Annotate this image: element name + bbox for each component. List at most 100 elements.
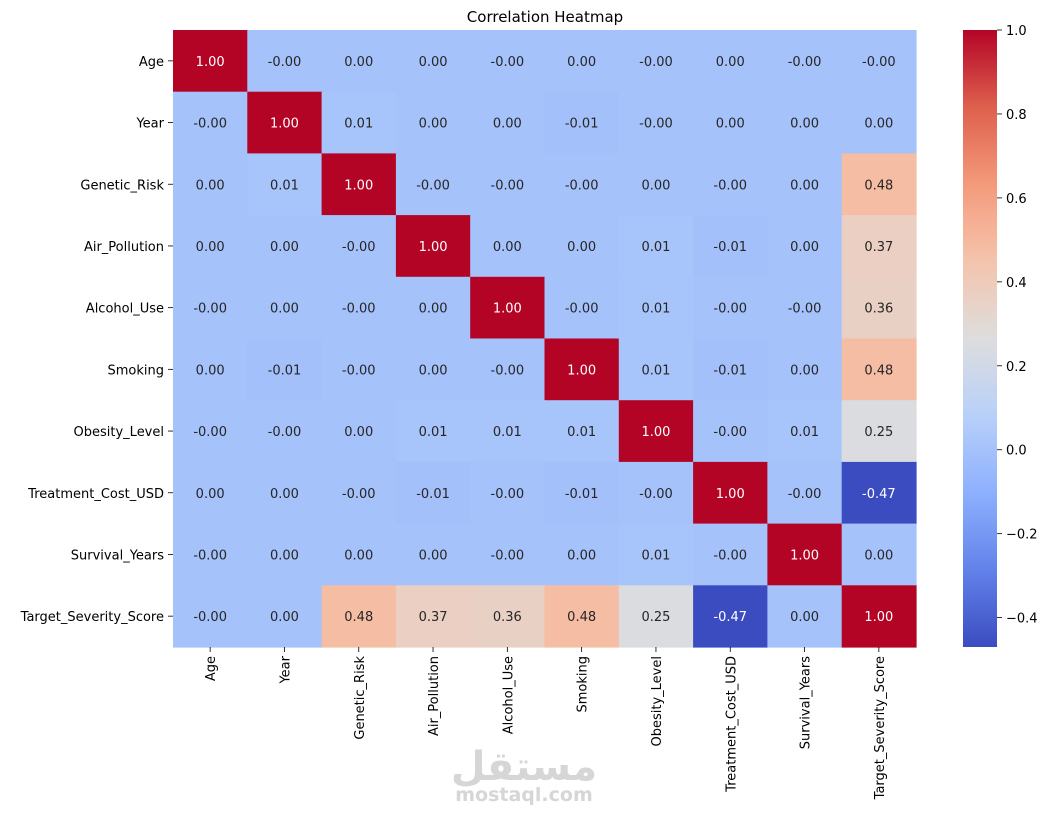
heatmap-cell bbox=[395, 91, 471, 154]
cell-value-label: 0.00 bbox=[419, 55, 448, 70]
heatmap-cell bbox=[470, 91, 546, 154]
heatmap-cell bbox=[321, 91, 397, 154]
heatmap-cell bbox=[841, 338, 917, 401]
heatmap-cell bbox=[767, 400, 843, 463]
row-label: Air_Pollution bbox=[84, 240, 164, 255]
heatmap-cell bbox=[841, 153, 917, 216]
row-label: Alcohol_Use bbox=[86, 302, 164, 317]
cell-value-label: -0.00 bbox=[565, 178, 599, 193]
row-label: Smoking bbox=[107, 363, 164, 378]
cell-value-label: -0.47 bbox=[862, 487, 896, 502]
colorbar-tick-label: −0.4 bbox=[1006, 612, 1038, 627]
heatmap-cell bbox=[395, 338, 471, 401]
cell-value-label: -0.47 bbox=[713, 610, 747, 625]
heatmap-cell bbox=[247, 153, 323, 216]
cell-value-label: -0.00 bbox=[713, 548, 747, 563]
heatmap-cell bbox=[395, 585, 471, 648]
cell-value-label: -0.01 bbox=[713, 363, 747, 378]
cell-value-label: 0.01 bbox=[641, 240, 670, 255]
row-label: Target_Severity_Score bbox=[20, 610, 164, 625]
column-label: Year bbox=[278, 655, 293, 684]
cell-value-label: -0.00 bbox=[342, 487, 376, 502]
cell-value-label: -0.00 bbox=[193, 302, 227, 317]
cell-value-label: 0.00 bbox=[790, 178, 819, 193]
heatmap-cell bbox=[544, 585, 620, 648]
cell-value-label: 1.00 bbox=[567, 363, 596, 378]
cell-value-label: 0.00 bbox=[567, 548, 596, 563]
cell-value-label: 0.01 bbox=[567, 425, 596, 440]
cell-value-label: 0.00 bbox=[716, 117, 745, 132]
heatmap-cell bbox=[470, 400, 546, 463]
heatmap-cell bbox=[470, 585, 546, 648]
colorbar-tick-label: 0.2 bbox=[1006, 360, 1027, 375]
heatmap-cell bbox=[693, 276, 768, 340]
row-label: Survival_Years bbox=[71, 548, 164, 563]
cell-value-label: -0.00 bbox=[639, 55, 673, 70]
cell-value-label: -0.00 bbox=[342, 240, 376, 255]
watermark-arabic: مستقل bbox=[451, 744, 597, 790]
heatmap-cell bbox=[321, 153, 397, 216]
heatmap-cell bbox=[173, 276, 248, 340]
cell-value-label: 1.00 bbox=[344, 178, 373, 193]
cell-value-label: 0.01 bbox=[641, 548, 670, 563]
cell-value-label: 0.00 bbox=[864, 117, 893, 132]
cell-value-label: 0.00 bbox=[790, 363, 819, 378]
column-label: Survival_Years bbox=[799, 656, 814, 749]
cell-value-label: 0.00 bbox=[790, 240, 819, 255]
cell-value-label: 0.00 bbox=[790, 610, 819, 625]
cell-value-label: 0.00 bbox=[270, 240, 299, 255]
cell-value-label: -0.00 bbox=[193, 117, 227, 132]
heatmap-cell bbox=[841, 91, 917, 154]
heatmap-cell bbox=[767, 91, 843, 154]
heatmap-cell bbox=[395, 276, 471, 340]
heatmap-cell bbox=[247, 276, 323, 340]
heatmap-cell bbox=[767, 461, 843, 525]
cell-value-label: 0.37 bbox=[419, 610, 448, 625]
colorbar-gradient bbox=[963, 30, 997, 647]
heatmap-cell bbox=[693, 30, 768, 93]
cell-value-label: 0.01 bbox=[641, 363, 670, 378]
cell-value-label: -0.00 bbox=[193, 425, 227, 440]
heatmap-cell bbox=[841, 461, 917, 525]
cell-value-label: -0.00 bbox=[639, 487, 673, 502]
colorbar-tick-label: 0.0 bbox=[1006, 444, 1027, 459]
cell-value-label: 0.48 bbox=[864, 363, 893, 378]
cell-value-label: 1.00 bbox=[716, 487, 745, 502]
heatmap-cell bbox=[173, 461, 248, 525]
heatmap-cell bbox=[247, 338, 323, 401]
heatmap-cell bbox=[618, 215, 694, 278]
cell-value-label: 0.00 bbox=[864, 548, 893, 563]
heatmap-cell bbox=[618, 585, 694, 648]
cell-value-label: 0.00 bbox=[419, 548, 448, 563]
row-label: Treatment_Cost_USD bbox=[27, 487, 164, 502]
heatmap-cell bbox=[618, 276, 694, 340]
cell-value-label: 0.01 bbox=[493, 425, 522, 440]
cell-value-label: 1.00 bbox=[864, 610, 893, 625]
heatmap-cell bbox=[470, 461, 546, 525]
heatmap-cell bbox=[841, 215, 917, 278]
cell-value-label: 0.36 bbox=[493, 610, 522, 625]
column-label: Target_Severity_Score bbox=[873, 656, 888, 800]
heatmap-cell bbox=[321, 461, 397, 525]
colorbar-tick-label: −0.2 bbox=[1006, 528, 1038, 543]
cell-value-label: 0.36 bbox=[864, 302, 893, 317]
heatmap-cell bbox=[693, 461, 768, 525]
heatmap-cell bbox=[395, 215, 471, 278]
cell-value-label: 0.01 bbox=[344, 117, 373, 132]
column-labels: Age Year Genetic_Risk Air_Pollution Alcohol_… bbox=[204, 647, 888, 800]
heatmap-cell bbox=[247, 215, 323, 278]
cell-value-label: 0.00 bbox=[493, 117, 522, 132]
heatmap-cell bbox=[767, 585, 843, 648]
heatmap-cell bbox=[544, 461, 620, 525]
heatmap-cell bbox=[470, 338, 546, 401]
heatmap-cell bbox=[841, 400, 917, 463]
cell-value-label: 0.01 bbox=[641, 302, 670, 317]
column-label: Alcohol_Use bbox=[501, 656, 516, 734]
heatmap-cell bbox=[693, 215, 768, 278]
cell-value-label: 0.00 bbox=[567, 55, 596, 70]
heatmap-cell bbox=[173, 400, 248, 463]
cell-value-label: 0.00 bbox=[567, 240, 596, 255]
cell-value-label: 1.00 bbox=[196, 55, 225, 70]
column-label: Age bbox=[204, 656, 219, 681]
